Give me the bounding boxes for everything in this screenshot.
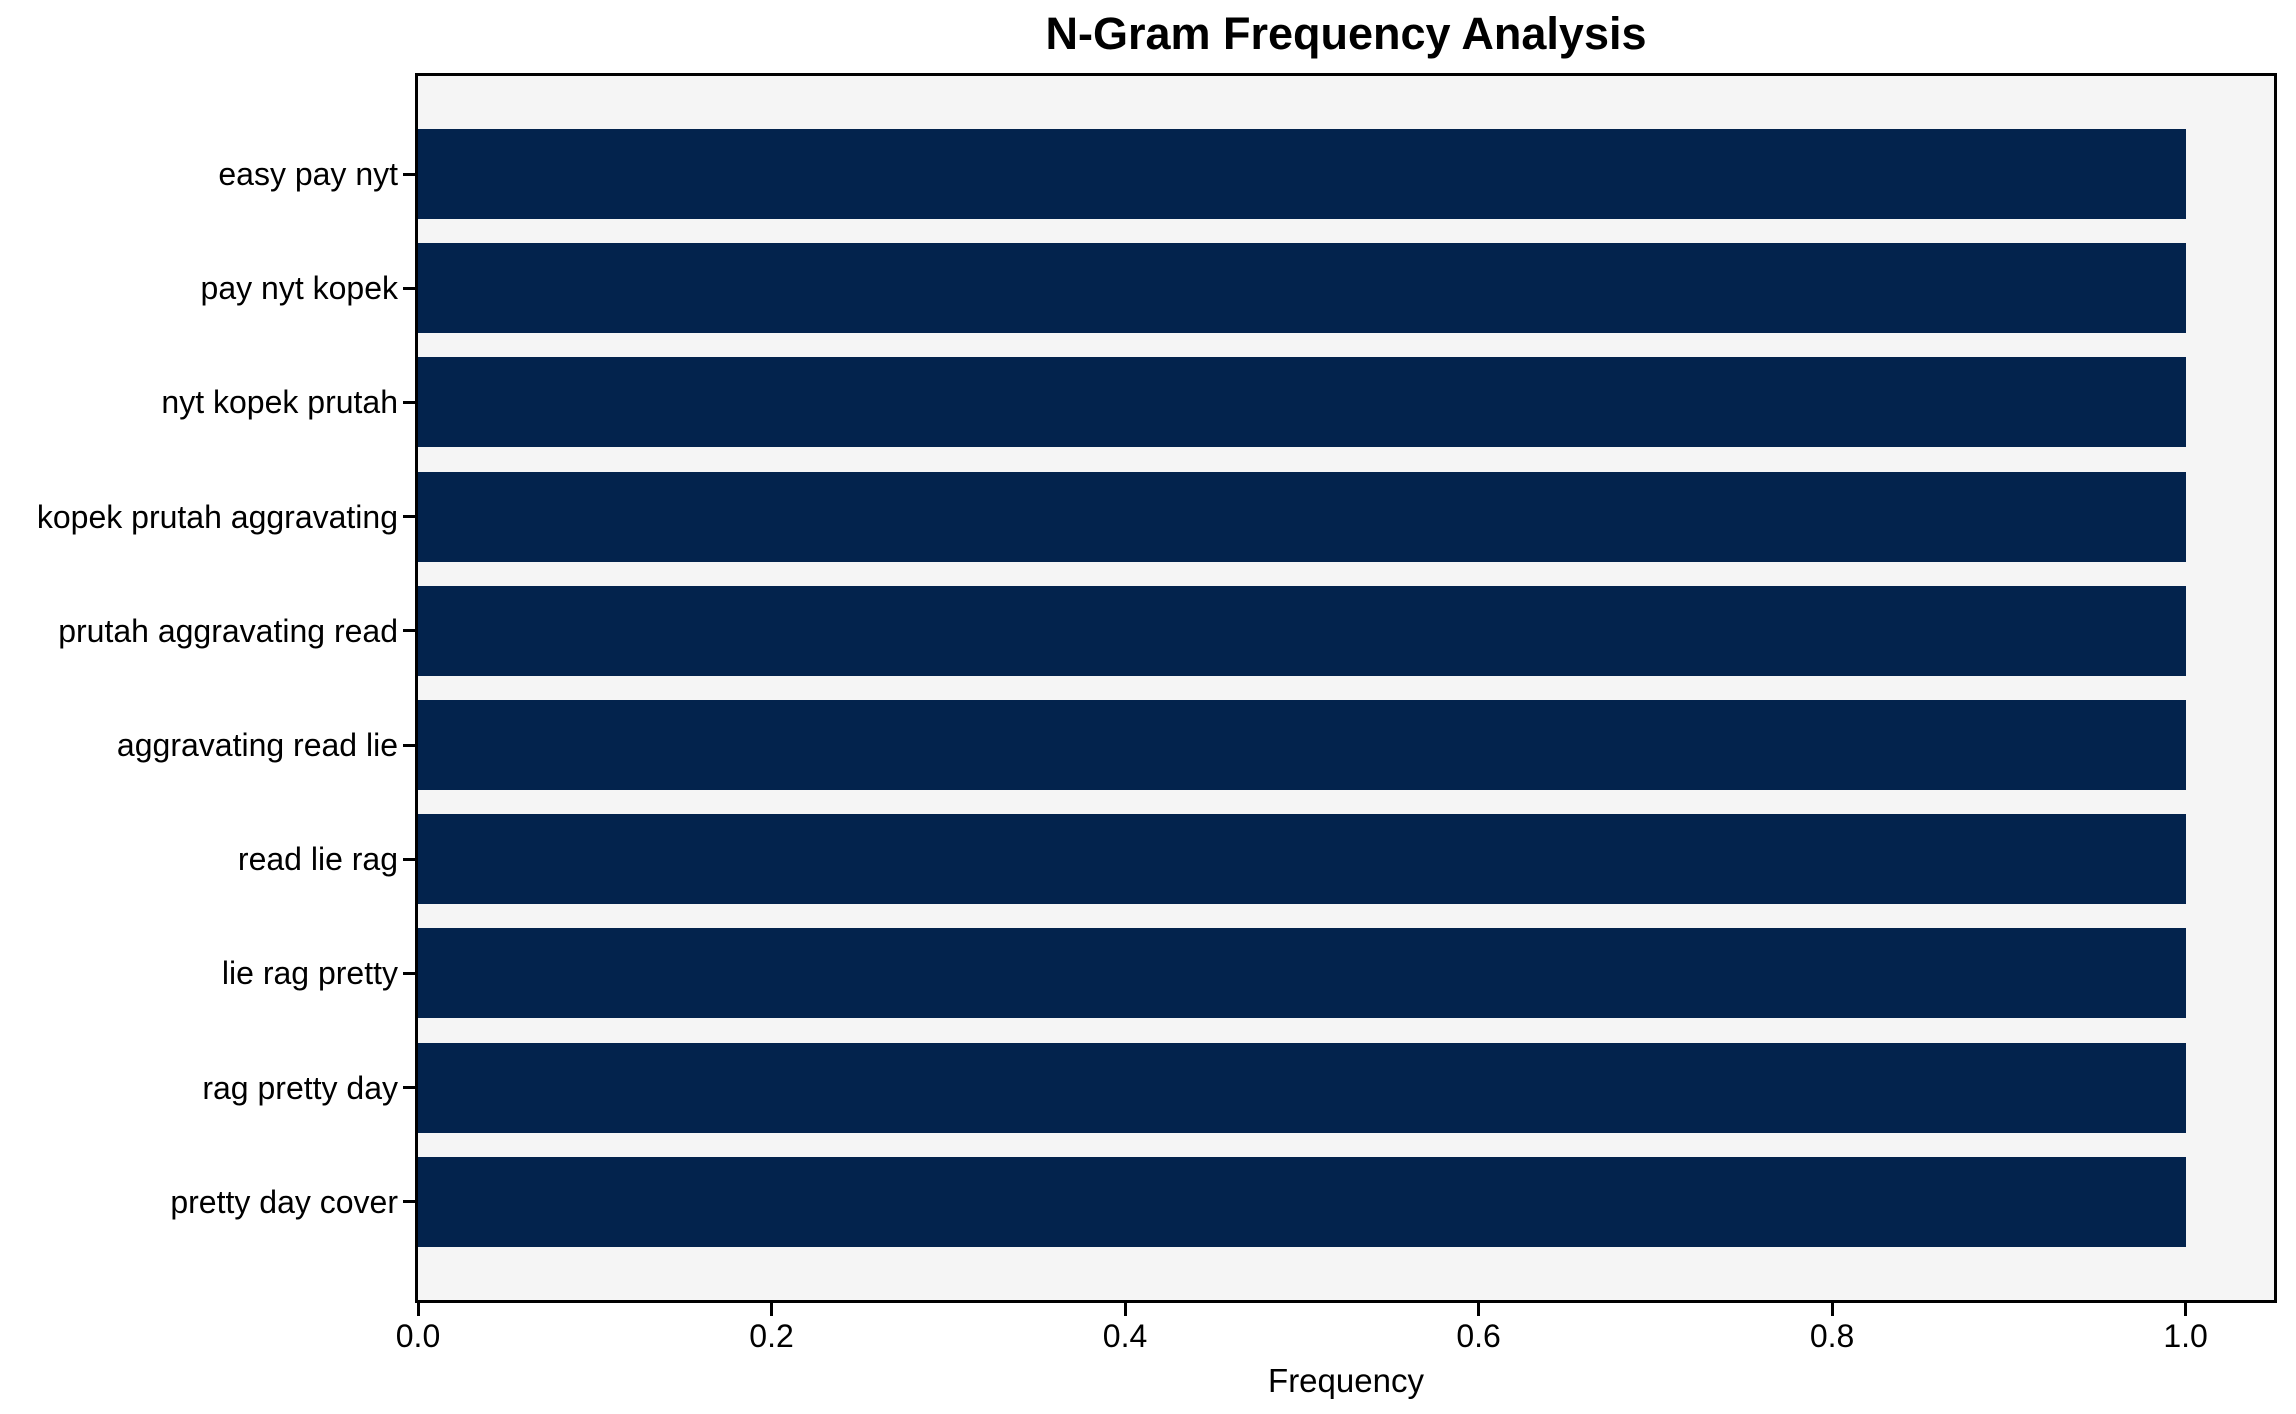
bar [418, 357, 2186, 448]
x-tick [2184, 1303, 2188, 1316]
y-tick-label: kopek prutah aggravating [36, 498, 398, 535]
y-tick [403, 971, 415, 975]
x-tick [770, 1303, 774, 1316]
bar [418, 129, 2186, 219]
bar [418, 928, 2186, 1019]
y-tick [403, 743, 415, 747]
bars-layer [418, 76, 2274, 1300]
x-tick-label: 0.6 [1456, 1318, 1501, 1354]
y-tick [403, 857, 415, 861]
bar [418, 471, 2186, 562]
y-tick-label: prutah aggravating read [58, 612, 398, 649]
bar [418, 1042, 2186, 1133]
y-tick-label: rag pretty day [202, 1069, 398, 1106]
y-tick-label: aggravating read lie [116, 727, 398, 763]
x-tick [1477, 1303, 1481, 1316]
bar [418, 700, 2186, 790]
y-tick [403, 515, 415, 519]
x-tick [416, 1303, 420, 1316]
y-tick-label: easy pay nyt [218, 156, 398, 192]
x-tick [1830, 1303, 1834, 1316]
y-tick [403, 629, 415, 633]
bar [418, 585, 2186, 676]
y-tick [403, 1086, 415, 1090]
y-tick [403, 286, 415, 290]
y-tick-label: pretty day cover [170, 1183, 398, 1220]
plot-area [415, 73, 2277, 1303]
x-tick-label: 0.0 [395, 1318, 441, 1354]
x-tick-label: 1.0 [2163, 1318, 2208, 1354]
bar [418, 243, 2186, 334]
bar [418, 814, 2186, 905]
bar [418, 1156, 2186, 1247]
x-tick-label: 0.4 [1102, 1318, 1148, 1354]
y-tick-label: lie rag pretty [221, 955, 398, 992]
y-tick-label: pay nyt kopek [200, 270, 398, 307]
y-tick [403, 172, 415, 176]
y-tick-label: nyt kopek prutah [161, 384, 398, 421]
x-tick-label: 0.2 [749, 1318, 794, 1354]
x-tick-label: 0.8 [1809, 1318, 1855, 1354]
y-tick [403, 400, 415, 404]
x-axis-title: Frequency [1268, 1362, 1424, 1399]
y-tick [403, 1200, 415, 1204]
y-tick-label: read lie rag [237, 841, 398, 878]
x-tick [1123, 1303, 1127, 1316]
y-axis: easy pay nyt pay nyt kopek nyt kopek pruta… [0, 0, 398, 1414]
chart-title: N-Gram Frequency Analysis [1045, 8, 1647, 59]
